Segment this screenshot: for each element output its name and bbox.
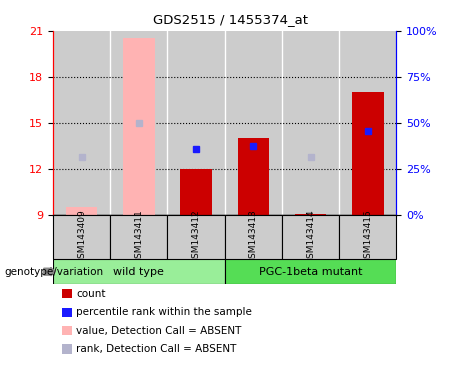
Bar <box>123 38 154 215</box>
Text: wild type: wild type <box>113 266 164 277</box>
Bar <box>225 259 396 284</box>
Bar <box>53 31 110 215</box>
Bar <box>66 207 97 215</box>
Text: genotype/variation: genotype/variation <box>5 266 104 277</box>
Bar <box>352 92 384 215</box>
Text: GSM143414: GSM143414 <box>306 210 315 265</box>
Text: GDS2515 / 1455374_at: GDS2515 / 1455374_at <box>153 13 308 26</box>
Bar <box>167 31 225 215</box>
Bar <box>282 215 339 259</box>
Bar <box>225 215 282 259</box>
Text: count: count <box>76 289 106 299</box>
Bar <box>110 215 167 259</box>
Text: GSM143413: GSM143413 <box>249 210 258 265</box>
Text: percentile rank within the sample: percentile rank within the sample <box>76 307 252 317</box>
Bar <box>225 31 282 215</box>
Bar <box>339 215 396 259</box>
Bar <box>167 215 225 259</box>
Bar <box>339 31 396 215</box>
Bar <box>53 259 225 284</box>
Bar <box>180 169 212 215</box>
Text: rank, Detection Call = ABSENT: rank, Detection Call = ABSENT <box>76 344 236 354</box>
Bar <box>53 215 110 259</box>
Bar <box>282 31 339 215</box>
Bar <box>237 138 269 215</box>
Text: GSM143411: GSM143411 <box>134 210 143 265</box>
Text: GSM143415: GSM143415 <box>363 210 372 265</box>
Text: value, Detection Call = ABSENT: value, Detection Call = ABSENT <box>76 326 242 336</box>
Text: GSM143412: GSM143412 <box>192 210 201 265</box>
Bar <box>110 31 167 215</box>
Bar <box>295 214 326 215</box>
Text: GSM143409: GSM143409 <box>77 210 86 265</box>
Text: PGC-1beta mutant: PGC-1beta mutant <box>259 266 362 277</box>
